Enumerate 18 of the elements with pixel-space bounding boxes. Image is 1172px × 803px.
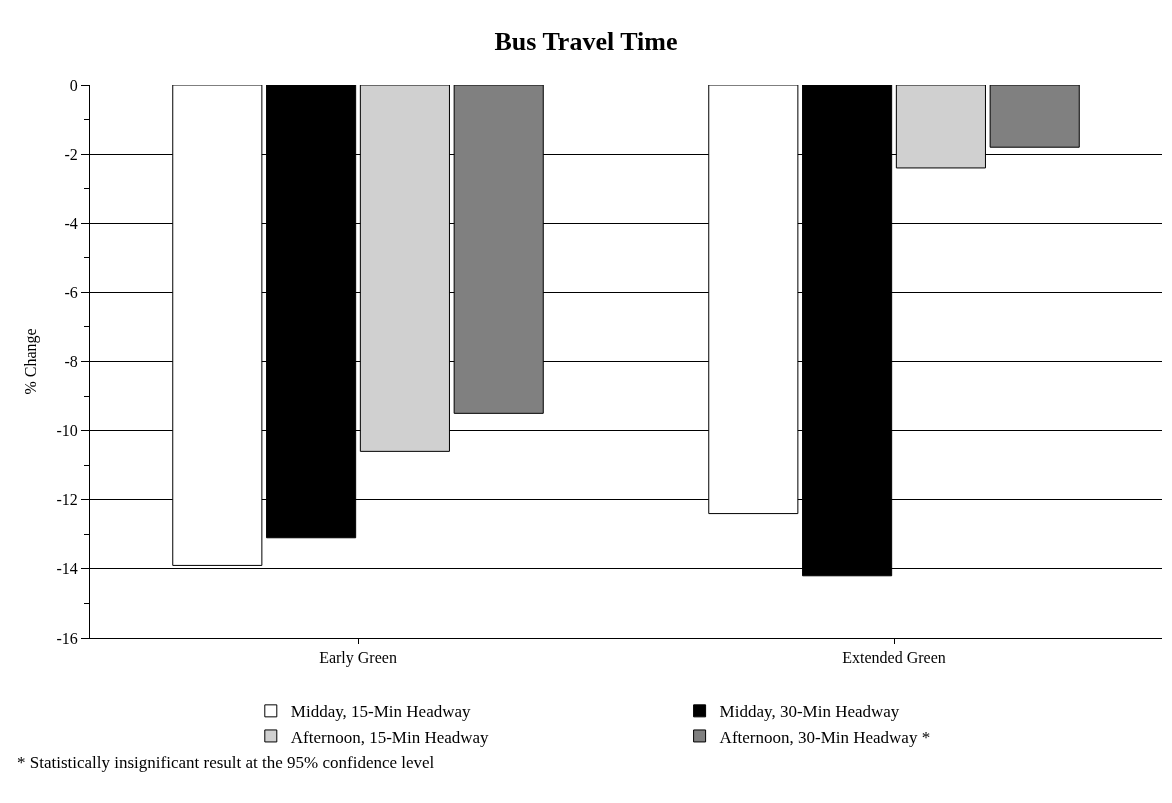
x-tick-label: Extended Green: [842, 649, 946, 667]
y-tick-label: -4: [64, 214, 78, 232]
y-tick-label: -6: [64, 283, 78, 301]
y-tick-label: -2: [64, 145, 78, 163]
legend-label: Midday, 30-Min Headway: [719, 702, 900, 722]
y-tick-label: -16: [56, 629, 78, 647]
x-tick-label: Early Green: [319, 649, 397, 668]
y-tick-label: 0: [69, 76, 78, 94]
chart-title: Bus Travel Time: [494, 27, 678, 57]
y-tick-label: -14: [56, 560, 78, 578]
legend-label: Afternoon, 15-Min Headway: [290, 727, 490, 747]
text: * Statistically insignificant result at the 95% confidence level: [17, 753, 435, 772]
y-axis-title: % Change: [22, 328, 41, 395]
legend-label: Afternoon, 30-Min Headway *: [719, 727, 931, 747]
y-tick-label: -8: [64, 353, 78, 371]
legend-label: Midday, 15-Min Headway: [290, 702, 472, 722]
y-tick-label: -12: [56, 491, 78, 509]
y-tick-label: -10: [56, 422, 78, 440]
